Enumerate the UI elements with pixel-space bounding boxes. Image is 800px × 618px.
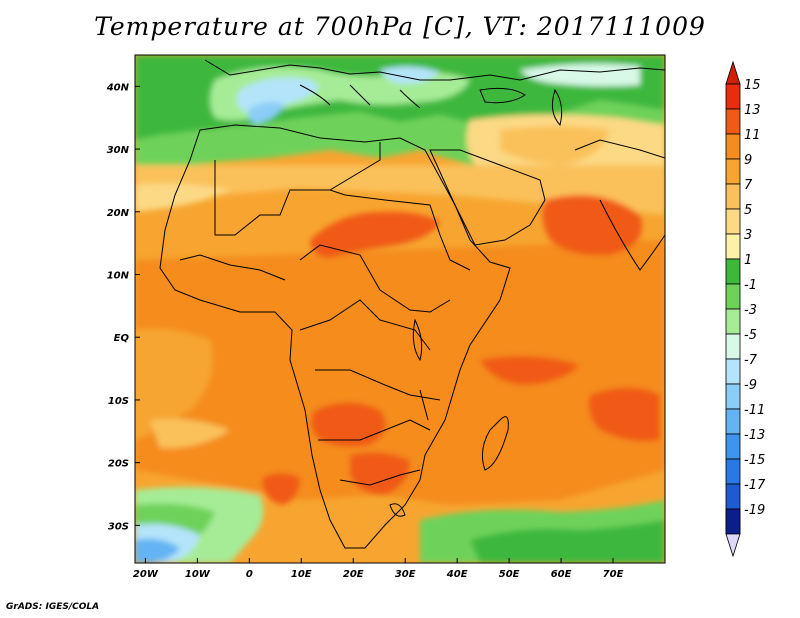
colorbar-swatch (725, 233, 741, 260)
plot-frame (134, 54, 666, 564)
coastlines-and-borders (159, 59, 665, 549)
colorbar-swatch (725, 383, 741, 410)
x-tick-label: 20E (343, 569, 364, 580)
x-tick-label: 60E (551, 569, 572, 580)
colorbar-swatch (725, 308, 741, 335)
x-tick-label: 30E (395, 569, 416, 580)
colorbar-swatch (725, 83, 741, 110)
colorbar-label: -15 (744, 453, 765, 468)
y-tick-label: EQ (114, 333, 130, 344)
x-tick-label: 10E (291, 569, 312, 580)
colorbar-label: -11 (744, 403, 765, 418)
y-tick-label: 10S (108, 396, 129, 407)
colorbar-swatch (725, 458, 741, 485)
colorbar-label: -19 (744, 503, 765, 518)
colorbar-bottom-arrow (725, 533, 741, 558)
colorbar: 15 13 11 9 7 5 3 1 -1 -3 -5 -7 -9 -11 -13 -15 -17 -19 (725, 60, 766, 558)
colorbar-swatch (725, 133, 741, 160)
colorbar-label: -17 (744, 478, 766, 493)
colorbar-label: 7 (744, 178, 753, 193)
x-tick-label: 50E (499, 569, 520, 580)
temperature-field (135, 55, 665, 563)
colorbar-label: -9 (744, 378, 757, 393)
colorbar-label: -5 (744, 328, 757, 343)
colorbar-label: 15 (744, 78, 761, 93)
y-tick-label: 30S (108, 521, 129, 532)
x-tick-label: 10W (185, 569, 211, 580)
colorbar-swatch (725, 208, 741, 235)
colorbar-label: -13 (744, 428, 765, 443)
x-tick-label: 20W (133, 569, 159, 580)
colorbar-swatch (725, 483, 741, 510)
axis-ticks: 20W 10W 0 10E 20E 30E 40E 50E 60E 70E 40N 30N 20N 10N… (106, 82, 624, 580)
y-tick-label: 30N (107, 145, 130, 156)
map-title: Temperature at 700hPa [C], VT: 201711100… (94, 12, 706, 41)
colorbar-label: 13 (744, 103, 761, 118)
y-tick-label: 10N (107, 271, 130, 282)
colorbar-swatch (725, 158, 741, 185)
colorbar-label: 1 (744, 253, 752, 268)
colorbar-label: 5 (744, 203, 752, 218)
colorbar-label: -7 (744, 353, 758, 368)
y-tick-label: 40N (106, 82, 130, 93)
colorbar-swatch (725, 183, 741, 210)
colorbar-label: -3 (744, 303, 757, 318)
y-tick-label: 20N (107, 208, 130, 219)
colorbar-swatch (725, 108, 741, 135)
colorbar-label: 11 (744, 128, 761, 143)
colorbar-swatch-darkest (725, 508, 741, 535)
x-tick-label: 0 (246, 569, 253, 580)
colorbar-label: -1 (744, 278, 757, 293)
y-tick-label: 20S (108, 459, 129, 470)
colorbar-swatch (725, 433, 741, 460)
colorbar-swatch (725, 333, 741, 360)
colorbar-swatch (725, 408, 741, 435)
colorbar-top-arrow (725, 60, 741, 85)
colorbar-label: 9 (744, 153, 752, 168)
colorbar-label: 3 (744, 228, 752, 243)
colorbar-swatch (725, 258, 741, 285)
x-tick-label: 70E (603, 569, 624, 580)
x-tick-label: 40E (446, 569, 468, 580)
colorbar-swatch (725, 358, 741, 385)
colorbar-swatch (725, 283, 741, 310)
grads-credit: GrADS: IGES/COLA (6, 602, 100, 612)
